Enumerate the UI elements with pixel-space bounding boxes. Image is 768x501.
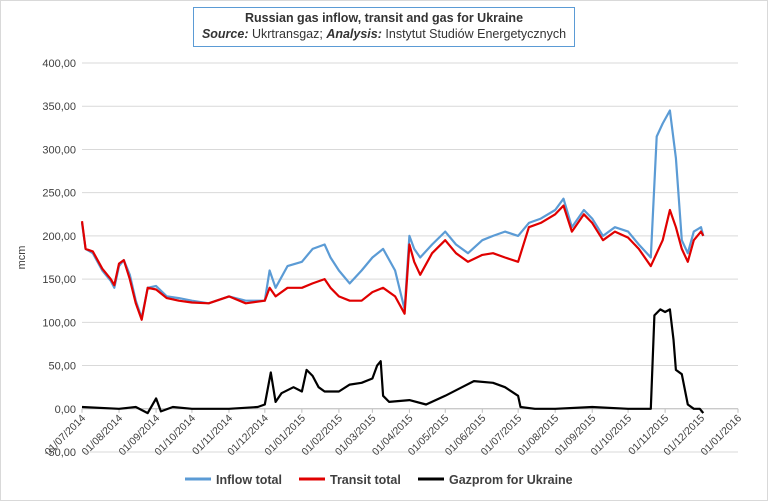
source-label: Source: <box>201 27 249 41</box>
source-value: Ukrtransgaz; <box>251 27 323 41</box>
chart-title-box: Russian gas inflow, transit and gas for … <box>193 7 575 47</box>
chart-title: Russian gas inflow, transit and gas for … <box>244 11 524 25</box>
analysis-label: Analysis: <box>326 27 382 41</box>
chart-subtitle: Source: Ukrtransgaz; Analysis: Instytut … <box>194 27 574 41</box>
analysis-value: Instytut Studiów Energetycznych <box>385 27 567 41</box>
